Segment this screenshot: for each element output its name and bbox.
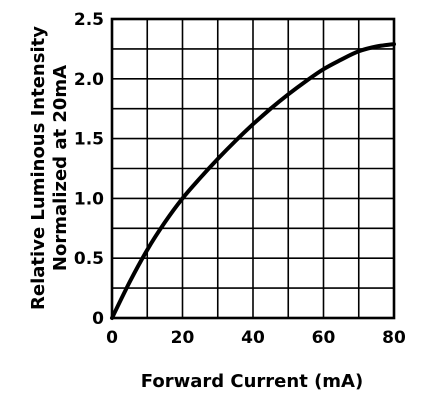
x-axis-ticks: 0 20 40 60 80 <box>106 328 406 348</box>
plot-border <box>110 17 396 320</box>
grid <box>112 19 394 318</box>
y-axis-title: Relative Luminous Intensity Normalized a… <box>28 26 71 310</box>
x-tick-label: 80 <box>382 328 406 348</box>
series-line-0 <box>110 42 396 320</box>
y-axis-title-line-2: Normalized at 20mA <box>50 65 71 271</box>
y-tick-label: 1.5 <box>74 130 104 150</box>
y-axis-ticks: 0 0.5 1.0 1.5 2.0 2.5 <box>74 10 104 329</box>
y-tick-label: 0.5 <box>74 249 104 269</box>
x-tick-label: 60 <box>312 328 336 348</box>
plot-frame <box>110 17 396 320</box>
y-axis-title-line-1: Relative Luminous Intensity <box>28 26 49 310</box>
x-axis-title: Forward Current (mA) <box>141 371 363 392</box>
x-tick-label: 20 <box>171 328 195 348</box>
x-tick-label: 0 <box>106 328 118 348</box>
series-layer <box>110 42 396 320</box>
x-tick-label: 40 <box>241 328 265 348</box>
y-tick-label: 2.5 <box>74 10 104 30</box>
y-tick-label: 1.0 <box>74 189 104 209</box>
y-tick-label: 2.0 <box>74 70 104 90</box>
y-tick-label: 0 <box>92 309 104 329</box>
